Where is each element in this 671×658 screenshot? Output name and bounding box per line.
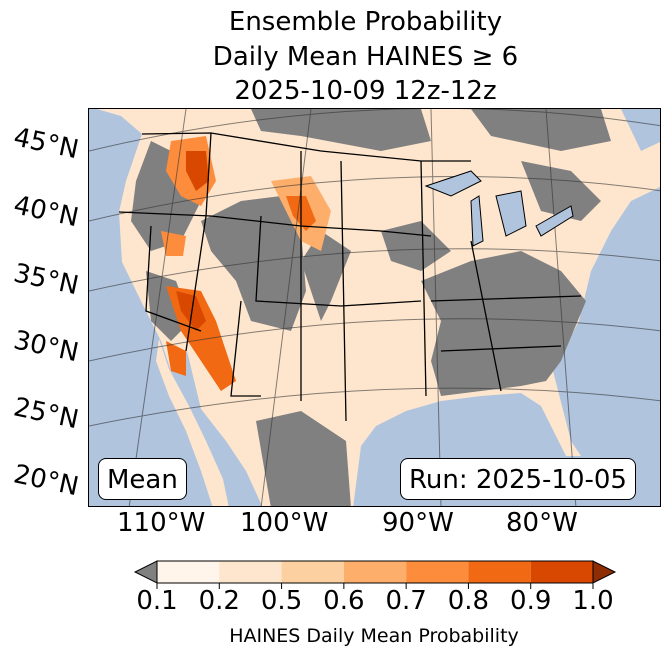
colorbar-bin-1 <box>219 561 282 583</box>
colorbar-bin-5 <box>468 561 531 583</box>
colorbar-tick-label: 0.7 <box>385 586 427 616</box>
colorbar-tick-label: 0.2 <box>198 586 240 616</box>
great-lakes <box>424 170 574 247</box>
statistic-label: Mean <box>98 458 187 500</box>
lat-label-45: 45°N <box>10 122 82 166</box>
lon-label-100: 100°W <box>240 508 329 538</box>
colorbar-tick-label: 0.6 <box>323 586 365 616</box>
colorbar-tick-label: 1.0 <box>572 586 614 616</box>
colorbar-bin-0 <box>157 561 220 583</box>
lat-label-20: 20°N <box>10 459 82 503</box>
colorbar-tick-label: 0.8 <box>447 586 490 616</box>
colorbar <box>133 560 617 589</box>
colorbar-bin-3 <box>343 561 407 583</box>
lon-label-90: 90°W <box>382 508 454 538</box>
title-line-3: 2025-10-09 12z-12z <box>234 76 497 106</box>
lon-label-80: 80°W <box>506 508 578 538</box>
probability-map <box>88 108 661 507</box>
title-line-1: Ensemble Probability <box>228 7 503 37</box>
colorbar-tick-label: 0.5 <box>260 586 303 616</box>
colorbar-tick-label: 0.9 <box>510 586 552 616</box>
colorbar-bin-6 <box>530 561 593 583</box>
graticule <box>89 109 660 506</box>
lat-label-40: 40°N <box>10 190 82 234</box>
state-borders <box>118 132 582 422</box>
colorbar-under-arrow <box>133 560 158 584</box>
colorbar-bin-4 <box>406 561 469 583</box>
lon-label-110: 110°W <box>117 508 206 538</box>
title-line-2: Daily Mean HAINES ≥ 6 <box>212 42 519 72</box>
lat-label-35: 35°N <box>10 258 82 302</box>
high-probability-areas <box>161 136 331 391</box>
colorbar-title: HAINES Daily Mean Probability <box>229 625 519 647</box>
colorbar-bin-2 <box>281 561 344 583</box>
run-date-label: Run: 2025-10-05 <box>400 458 636 500</box>
colorbar-tick-label: 0.1 <box>136 586 178 616</box>
lat-label-30: 30°N <box>10 325 82 369</box>
colorbar-over-arrow <box>592 560 617 584</box>
lat-label-25: 25°N <box>10 392 82 436</box>
